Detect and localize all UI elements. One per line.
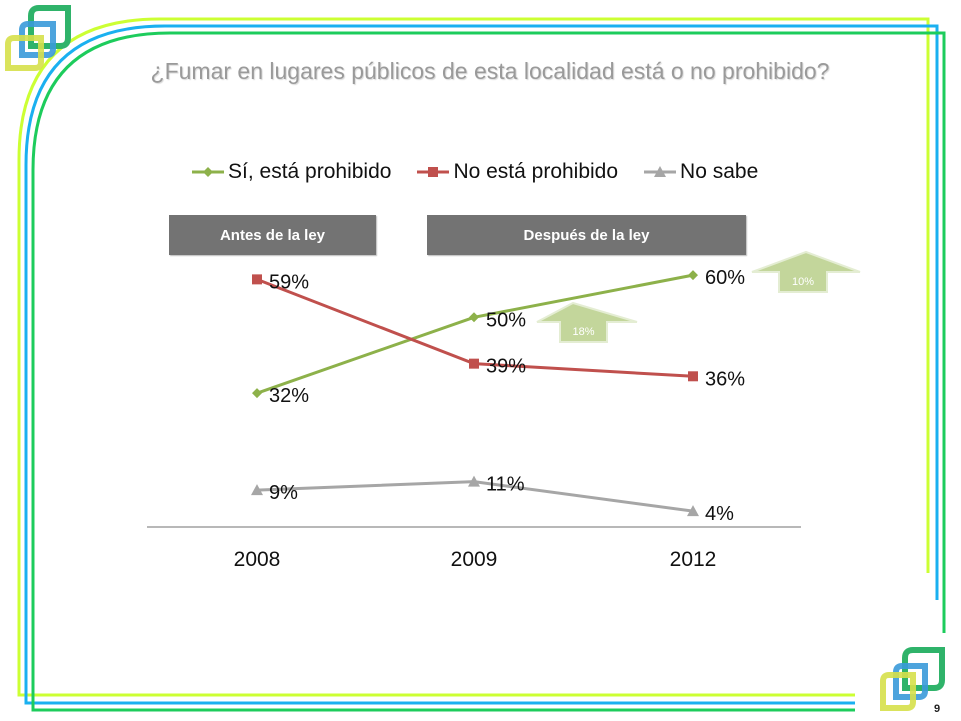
legend-label: No sabe xyxy=(680,160,759,183)
frame-line-yellow xyxy=(17,17,930,697)
data-point-square xyxy=(469,358,479,369)
change-arrow-up-icon xyxy=(751,250,861,293)
diamond-marker-icon xyxy=(192,167,224,177)
legend-item-si: Sí, está prohibido xyxy=(190,160,391,184)
x-tick-label: 2008 xyxy=(234,548,281,571)
frame-line-green xyxy=(31,31,946,712)
data-point-diamond xyxy=(252,388,262,399)
chart-legend: Sí, está prohibido No está prohibido No … xyxy=(190,160,758,184)
square-marker-icon xyxy=(417,167,450,177)
slide-title: ¿Fumar en lugares públicos de esta local… xyxy=(150,58,830,84)
change-arrow-up-icon xyxy=(536,301,638,343)
data-point-triangle xyxy=(468,475,480,487)
change-arrow-label: 18% xyxy=(572,326,594,338)
period-after-law: Después de la ley xyxy=(427,215,746,255)
data-label: 32% xyxy=(269,385,309,407)
data-point-triangle xyxy=(687,505,699,517)
triangle-marker-icon xyxy=(644,166,677,177)
data-point-diamond xyxy=(688,270,698,281)
data-label: 4% xyxy=(705,503,734,525)
data-label: 60% xyxy=(705,267,745,289)
logo-icon-bottom xyxy=(880,647,945,711)
data-label: 36% xyxy=(705,368,745,390)
data-label: 11% xyxy=(486,474,525,496)
period-before-law: Antes de la ley xyxy=(169,215,376,255)
data-label: 9% xyxy=(269,482,298,504)
x-tick-label: 2012 xyxy=(670,548,717,571)
frame-line-blue xyxy=(24,24,939,705)
legend-item-nosabe: No sabe xyxy=(642,160,758,184)
data-label: 50% xyxy=(486,309,526,331)
change-arrow-label: 10% xyxy=(792,276,814,288)
logo-icon xyxy=(5,5,71,71)
legend-label: Sí, está prohibido xyxy=(228,160,392,183)
legend-label: No está prohibido xyxy=(453,160,619,183)
x-tick-label: 2009 xyxy=(451,548,498,571)
page-number: 9 xyxy=(934,703,941,715)
data-point-square xyxy=(252,274,262,285)
data-point-square xyxy=(688,371,698,382)
data-point-diamond xyxy=(469,312,479,323)
legend-item-no: No está prohibido xyxy=(415,160,618,184)
data-point-triangle xyxy=(251,484,263,496)
data-label: 39% xyxy=(486,356,526,378)
data-label: 59% xyxy=(269,271,309,293)
series-line xyxy=(256,273,694,395)
